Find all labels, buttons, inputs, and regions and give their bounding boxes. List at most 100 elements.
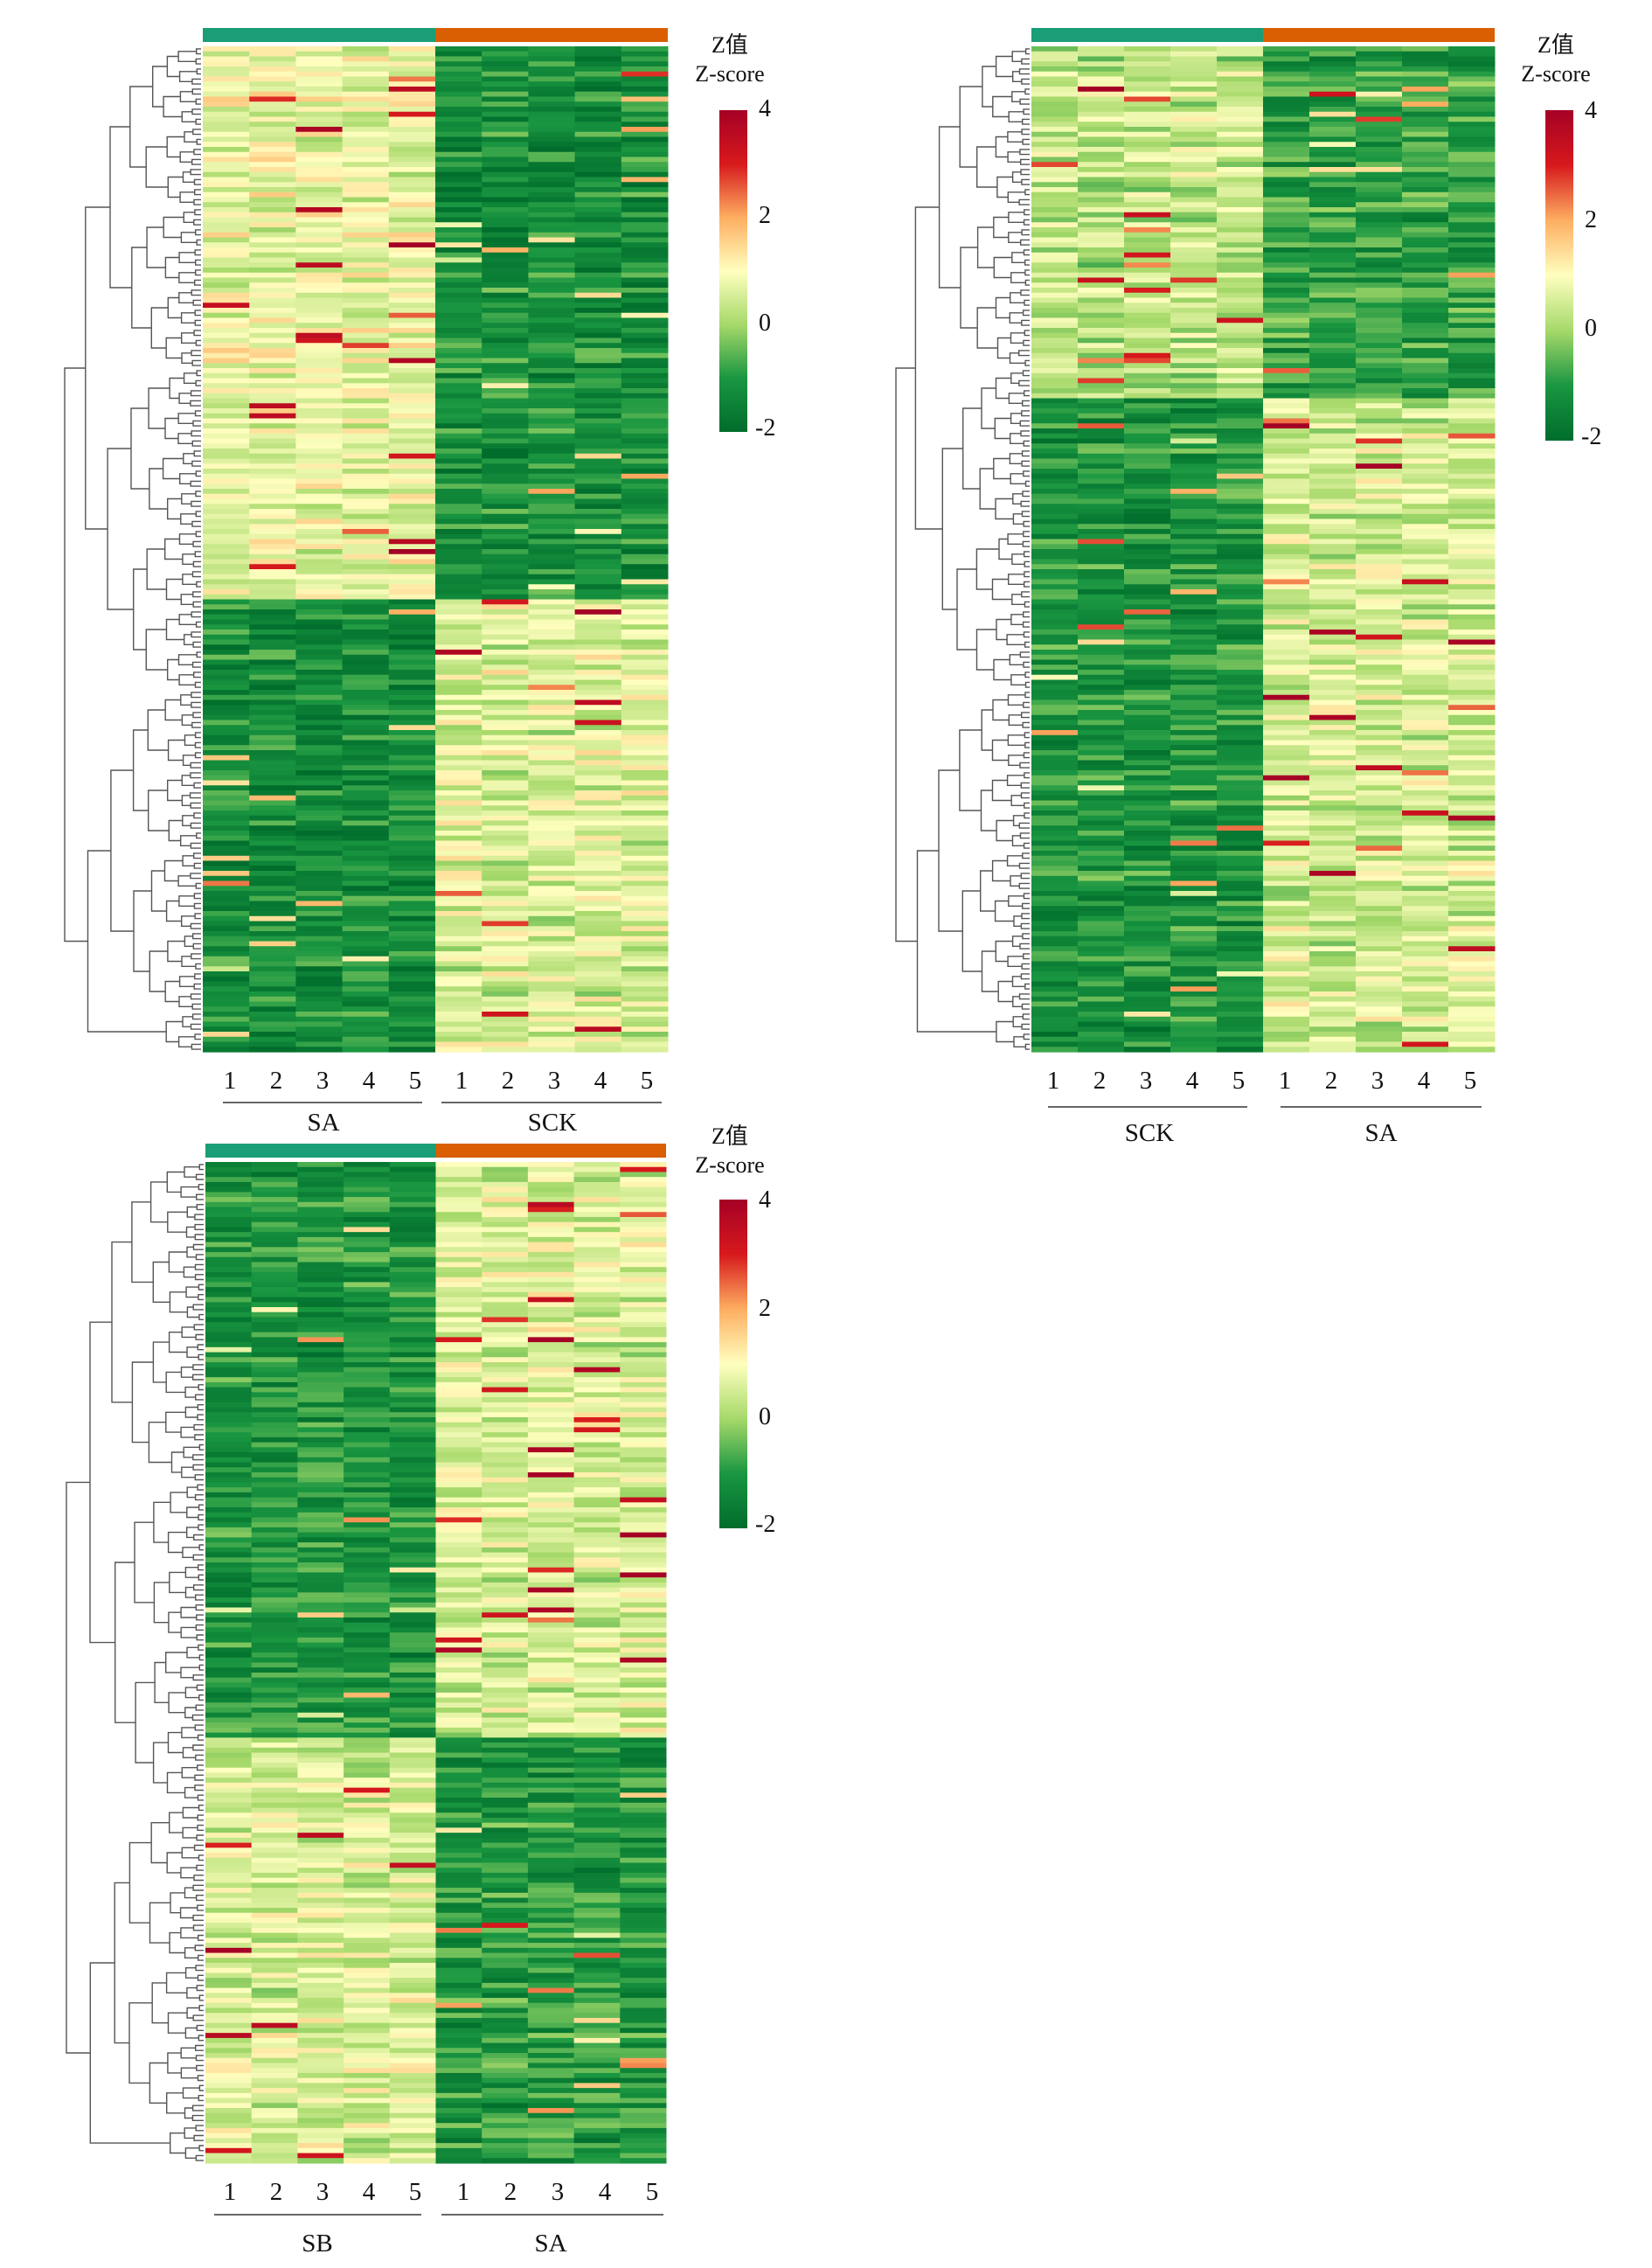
heatmap-cell bbox=[203, 996, 250, 1003]
heatmap-cell bbox=[1031, 136, 1079, 143]
heatmap-cell bbox=[621, 202, 669, 208]
heatmap-cell bbox=[621, 936, 669, 943]
heatmap-cell bbox=[249, 851, 296, 857]
heatmap-cell bbox=[482, 1402, 529, 1409]
heatmap-cell bbox=[1402, 714, 1449, 721]
heatmap-cell bbox=[1170, 116, 1218, 122]
heatmap-cell bbox=[1448, 297, 1496, 303]
heatmap-cell bbox=[482, 926, 529, 932]
heatmap-cell bbox=[1170, 755, 1218, 762]
heatmap-cell bbox=[1217, 171, 1264, 178]
heatmap-cell bbox=[1124, 1001, 1171, 1007]
heatmap-cell bbox=[388, 428, 436, 435]
dendrogram-branch bbox=[165, 578, 183, 601]
heatmap-cell bbox=[251, 1166, 298, 1173]
heatmap-cell bbox=[574, 489, 622, 495]
heatmap-cell bbox=[1170, 835, 1218, 842]
heatmap-cell bbox=[1078, 197, 1125, 203]
dendrogram-branch bbox=[181, 775, 195, 786]
heatmap-cell bbox=[528, 981, 576, 987]
heatmap-cell bbox=[1356, 292, 1403, 299]
heatmap-cell bbox=[1124, 312, 1171, 319]
heatmap-cell bbox=[295, 770, 344, 776]
heatmap-cell bbox=[482, 1392, 529, 1398]
heatmap-cell bbox=[1078, 504, 1125, 510]
dendrogram-branch bbox=[993, 658, 1011, 681]
dendrogram-branch bbox=[1009, 352, 1026, 364]
heatmap-cell bbox=[574, 825, 622, 831]
heatmap-cell bbox=[1263, 780, 1310, 786]
heatmap-cell bbox=[342, 71, 390, 78]
dendrogram-branch bbox=[152, 66, 168, 108]
heatmap-cell bbox=[1078, 1001, 1125, 1007]
heatmap-cell bbox=[1031, 131, 1079, 138]
heatmap-cell bbox=[1263, 51, 1310, 58]
heatmap-cell bbox=[1078, 670, 1125, 676]
heatmap-cell bbox=[1448, 871, 1496, 877]
heatmap-cell bbox=[435, 679, 482, 685]
heatmap-cell bbox=[342, 734, 390, 741]
heatmap-cell bbox=[295, 564, 344, 570]
heatmap-cell bbox=[435, 282, 482, 289]
heatmap-cell bbox=[482, 413, 529, 420]
heatmap-cell bbox=[482, 1407, 529, 1413]
heatmap-cell bbox=[1217, 539, 1264, 545]
heatmap-cell bbox=[1031, 277, 1079, 283]
heatmap-cell bbox=[1309, 81, 1357, 87]
heatmap-cell bbox=[1078, 398, 1125, 404]
dendrogram-branch bbox=[167, 497, 182, 520]
heatmap-cell bbox=[295, 458, 344, 464]
heatmap-cell bbox=[203, 51, 250, 58]
heatmap-cell bbox=[1263, 332, 1310, 339]
dendrogram-branch bbox=[1009, 312, 1024, 324]
heatmap-cell bbox=[342, 498, 390, 504]
heatmap-cell bbox=[482, 549, 529, 555]
heatmap-cell bbox=[342, 378, 390, 384]
heatmap-cell bbox=[1078, 714, 1125, 721]
heatmap-cell bbox=[1217, 272, 1264, 279]
dendrogram-branch bbox=[195, 259, 201, 266]
heatmap-cell bbox=[435, 312, 482, 319]
heatmap-cell bbox=[1078, 634, 1125, 641]
dendrogram-branch bbox=[1024, 802, 1030, 809]
heatmap-cell bbox=[1170, 926, 1218, 932]
heatmap-cell bbox=[1217, 996, 1264, 1003]
heatmap-cell bbox=[528, 288, 576, 294]
heatmap-cell bbox=[249, 911, 296, 917]
heatmap-cell bbox=[388, 207, 436, 213]
heatmap-cell bbox=[528, 136, 576, 143]
heatmap-cell bbox=[527, 1227, 575, 1233]
heatmap-cell bbox=[1402, 1016, 1449, 1023]
heatmap-cell bbox=[249, 544, 296, 550]
heatmap-cell bbox=[482, 1422, 529, 1429]
heatmap-cell bbox=[435, 694, 482, 701]
heatmap-cell bbox=[342, 162, 390, 168]
heatmap-cell bbox=[1217, 308, 1264, 314]
heatmap-cell bbox=[1217, 815, 1264, 822]
heatmap-cell bbox=[482, 795, 529, 802]
heatmap-cell bbox=[1217, 770, 1264, 776]
heatmap-cell bbox=[1448, 996, 1496, 1003]
dendrogram-branch bbox=[1007, 694, 1025, 706]
heatmap-cell bbox=[205, 1427, 253, 1433]
heatmap-cell bbox=[1078, 529, 1125, 535]
dendrogram-branch bbox=[193, 178, 201, 185]
heatmap-cell bbox=[249, 252, 296, 259]
heatmap-cell bbox=[1078, 352, 1125, 359]
heatmap-cell bbox=[1309, 358, 1357, 364]
heatmap-cell bbox=[342, 372, 390, 379]
heatmap-cell bbox=[205, 1232, 253, 1238]
heatmap-cell bbox=[1124, 574, 1171, 581]
heatmap-cell bbox=[621, 222, 669, 228]
heatmap-cell bbox=[1263, 378, 1310, 384]
dendrogram-branch bbox=[994, 900, 1014, 922]
heatmap-cell bbox=[1448, 659, 1496, 665]
heatmap-cell bbox=[249, 202, 296, 208]
heatmap-cell bbox=[574, 1026, 622, 1033]
heatmap-cell bbox=[1031, 981, 1079, 987]
heatmap-cell bbox=[1217, 650, 1264, 656]
dendrogram-branch bbox=[1020, 289, 1030, 296]
heatmap-cell bbox=[482, 1026, 529, 1033]
heatmap-cell bbox=[1217, 664, 1264, 671]
heatmap-cell bbox=[1402, 363, 1449, 369]
